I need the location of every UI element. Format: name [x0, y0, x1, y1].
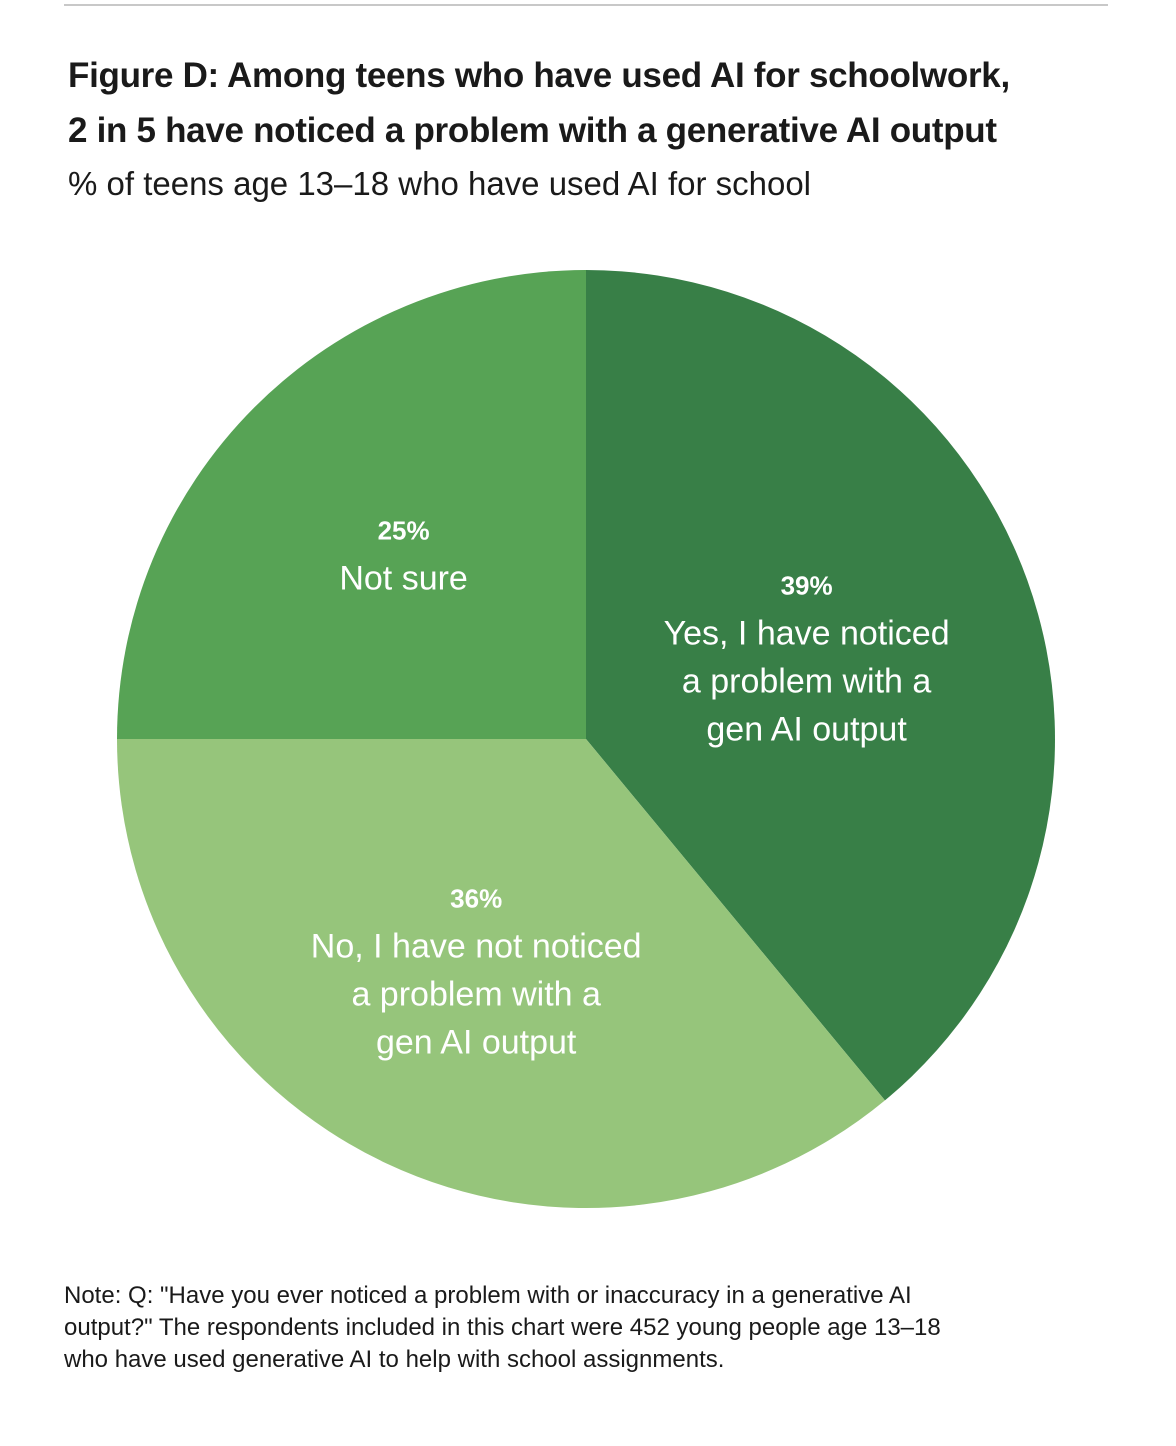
data-label-value-not-sure: 25% [378, 515, 430, 545]
pie-label-no: 36% No, I have not noticed a problem with … [311, 883, 642, 1061]
pie-label-yes: 39% Yes, I have noticed a problem with a ge… [664, 570, 950, 748]
note-line-2: output?" The respondents included in thi… [64, 1314, 941, 1341]
pie-label-not-sure: 25% Not sure [339, 515, 468, 597]
data-label-text-yes-2: a problem with a [682, 663, 932, 701]
pie-slice-not-sure [117, 270, 586, 739]
chart-subtitle: % of teens age 13–18 who have used AI fo… [68, 165, 812, 202]
data-label-text-no-2: a problem with a [351, 975, 601, 1013]
top-divider [64, 4, 1108, 6]
chart-title-line-1: Figure D: Among teens who have used AI f… [68, 56, 1010, 95]
data-label-text-not-sure-1: Not sure [339, 560, 468, 598]
pie-slice-no [117, 739, 885, 1208]
data-label-value-yes: 39% [781, 570, 833, 600]
note-line-1: Note: Q: "Have you ever noticed a proble… [64, 1282, 912, 1309]
chart-title: Figure D: Among teens who have used AI f… [68, 48, 1128, 158]
data-label-text-no-3: gen AI output [376, 1023, 577, 1061]
pie-slice-yes [586, 270, 1055, 1101]
data-label-text-yes-3: gen AI output [706, 711, 907, 749]
data-label-text-no-1: No, I have not noticed [311, 927, 642, 965]
chart-note: Note: Q: "Have you ever noticed a proble… [64, 1280, 1124, 1376]
chart-title-line-2: 2 in 5 have noticed a problem with a gen… [68, 111, 997, 150]
data-label-text-yes-1: Yes, I have noticed [664, 615, 950, 653]
note-line-3: who have used generative AI to help with… [64, 1346, 725, 1373]
data-label-value-no: 36% [450, 883, 502, 913]
